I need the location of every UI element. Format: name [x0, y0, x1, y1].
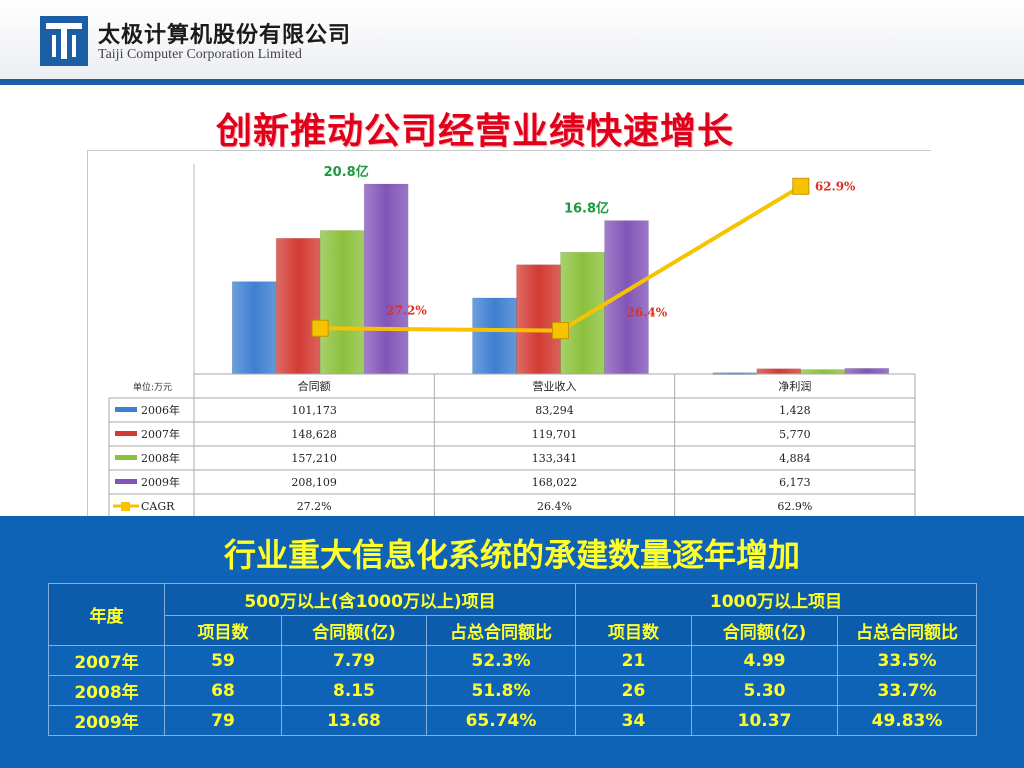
- category-label: 净利润: [778, 379, 811, 393]
- table-cell: 21: [575, 645, 693, 676]
- bar: [275, 238, 321, 375]
- row-year: 2009年: [48, 705, 165, 736]
- table-value: 26.4%: [537, 500, 572, 513]
- table-cell: 59: [164, 645, 282, 676]
- legend-swatch: [115, 431, 137, 436]
- section-title: 行业重大信息化系统的承建数量逐年增加: [223, 536, 800, 574]
- bar: [756, 368, 802, 375]
- header-bar: [0, 0, 1024, 79]
- cagr-label: 26.4%: [627, 306, 668, 320]
- project-table: 年度 500万以上(含1000万以上)项目 1000万以上项目 项目数 合同额(…: [48, 583, 978, 736]
- table-row: 2008年 68 8.15 51.8% 26 5.30 33.7%: [48, 675, 978, 706]
- cagr-label: 27.2%: [386, 303, 427, 317]
- bar: [560, 252, 605, 375]
- cagr-point: [311, 319, 329, 337]
- bar: [604, 220, 649, 375]
- subheader-ratio: 占总合同额比: [837, 615, 978, 646]
- bar: [844, 368, 890, 375]
- table-value: 62.9%: [777, 500, 812, 513]
- table-cell: 7.79: [281, 645, 427, 676]
- legend-label: 2008年: [141, 451, 180, 465]
- cagr-point: [792, 177, 810, 195]
- table-cell: 8.15: [281, 675, 427, 706]
- legend-swatch: [115, 455, 137, 460]
- subheader-count: 项目数: [164, 615, 282, 646]
- data-label-total: 20.8亿: [324, 164, 369, 180]
- table-cell: 79: [164, 705, 282, 736]
- bar: [516, 264, 561, 375]
- page-title: 创新推动公司经营业绩快速增长: [215, 111, 734, 152]
- legend-label: 2007年: [141, 427, 180, 441]
- company-name-cn: 太极计算机股份有限公司: [98, 23, 352, 48]
- table-value: 208,109: [291, 476, 337, 489]
- table-value: 6,173: [779, 476, 811, 489]
- cagr-label: 62.9%: [815, 179, 856, 193]
- table-row: 2009年 79 13.68 65.74% 34 10.37 49.83%: [48, 705, 978, 736]
- legend-label: CAGR: [141, 500, 175, 513]
- legend-swatch: [115, 479, 137, 484]
- table-cell: 13.68: [281, 705, 427, 736]
- table-value: 148,628: [291, 428, 337, 441]
- table-value: 83,294: [535, 404, 574, 417]
- row-year: 2007年: [48, 645, 165, 676]
- legend-swatch: [121, 502, 130, 511]
- unit-label: 单位:万元: [133, 381, 172, 393]
- table-value: 27.2%: [297, 500, 332, 513]
- subheader-count: 项目数: [575, 615, 693, 646]
- table-value: 133,341: [532, 452, 578, 465]
- table-cell: 51.8%: [425, 675, 577, 706]
- table-cell: 33.5%: [837, 645, 978, 676]
- table-value: 5,770: [779, 428, 811, 441]
- row-year: 2008年: [48, 675, 165, 706]
- table-cell: 33.7%: [837, 675, 978, 706]
- table-cell: 4.99: [691, 645, 839, 676]
- table-row: 2007年 59 7.79 52.3% 21 4.99 33.5%: [48, 645, 978, 676]
- group-header-500: 500万以上(含1000万以上)项目: [163, 583, 577, 616]
- table-cell: 52.3%: [425, 645, 577, 676]
- cagr-point: [552, 322, 569, 340]
- legend-label: 2009年: [141, 475, 180, 489]
- bar: [231, 281, 277, 375]
- table-cell: 68: [164, 675, 282, 706]
- subheader-ratio: 占总合同额比: [425, 615, 577, 646]
- bar: [800, 369, 846, 375]
- table-value: 119,701: [532, 428, 578, 441]
- table-cell: 49.83%: [837, 705, 978, 736]
- table-value: 168,022: [532, 476, 578, 489]
- category-label: 营业收入: [533, 379, 577, 393]
- data-label-total: 16.8亿: [564, 201, 609, 217]
- table-value: 4,884: [779, 452, 811, 465]
- table-value: 1,428: [779, 404, 811, 417]
- subheader-amount: 合同额(亿): [281, 615, 427, 646]
- bar: [319, 230, 365, 375]
- table-value: 157,210: [291, 452, 337, 465]
- table-cell: 10.37: [691, 705, 839, 736]
- header-divider: [0, 79, 1024, 85]
- performance-chart: 20.8亿 16.8亿 27.2% 26.4% 62.9% 单位:万元 合同额 营业收入 净利润…: [108, 164, 916, 516]
- subheader-amount: 合同额(亿): [691, 615, 839, 646]
- table-cell: 34: [575, 705, 693, 736]
- table-cell: 65.74%: [425, 705, 577, 736]
- year-header: 年度: [48, 583, 165, 646]
- table-cell: 5.30: [691, 675, 839, 706]
- table-cell: 26: [575, 675, 693, 706]
- legend-swatch: [115, 407, 137, 412]
- table-value: 101,173: [291, 404, 337, 417]
- legend-label: 2006年: [141, 403, 180, 417]
- category-label: 合同额: [298, 379, 331, 393]
- group-header-1000: 1000万以上项目: [575, 583, 978, 616]
- taiji-logo-icon: [40, 16, 88, 66]
- company-name-en: Taiji Computer Corporation Limited: [98, 47, 302, 62]
- bar: [363, 183, 409, 375]
- bar: [472, 297, 517, 375]
